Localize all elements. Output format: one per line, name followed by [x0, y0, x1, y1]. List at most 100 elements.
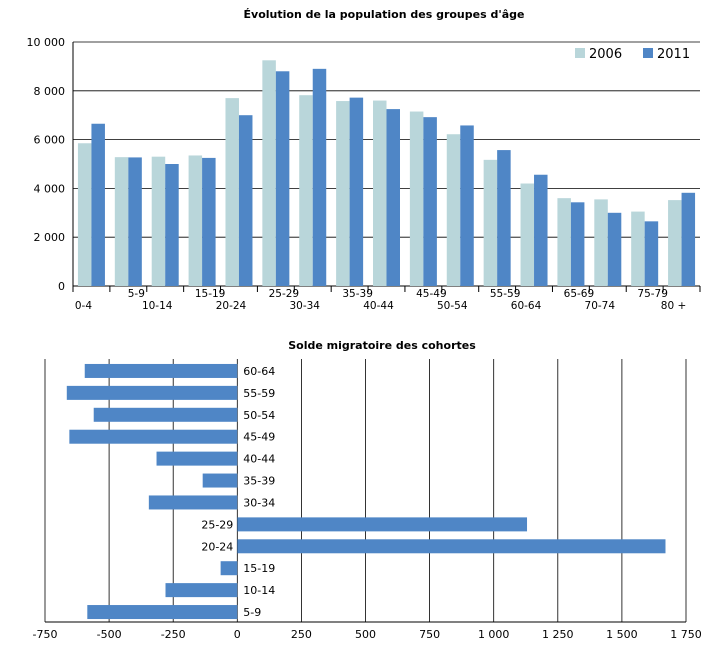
- y-category-label: 45-49: [243, 431, 275, 444]
- bar-2006-55-59: [483, 159, 498, 286]
- x-tick-label: 1 750: [670, 628, 702, 641]
- x-category-label: 35-39: [342, 288, 373, 300]
- bar-60-64: [84, 363, 238, 378]
- x-tick-label: 250: [291, 628, 312, 641]
- bar-2011-40-44: [386, 109, 400, 286]
- bar-2011-50-54: [460, 125, 474, 286]
- y-category-label: 55-59: [243, 387, 275, 400]
- legend-swatch-2011: [643, 48, 653, 58]
- bar-2011-80 +: [681, 192, 696, 286]
- bar-2006-75-79: [631, 211, 645, 286]
- bar-2011-45-49: [423, 117, 437, 286]
- x-tick-label: 1 500: [606, 628, 638, 641]
- y-tick-label: 0: [58, 280, 65, 293]
- y-category-label: 5-9: [243, 606, 261, 619]
- bar-2006-20-24: [225, 98, 239, 287]
- bar-50-54: [93, 407, 238, 422]
- x-tick-label: 1 250: [542, 628, 574, 641]
- x-tick-label: 500: [355, 628, 376, 641]
- chart-2-plot: -750 -500 -250 0 250 500 750 1 000 1 250 1 500 1 7…: [33, 359, 702, 641]
- bar-30-34: [148, 495, 238, 510]
- x-category-label: 0-4: [75, 300, 92, 312]
- bar-55-59: [66, 385, 238, 400]
- y-category-label: 15-19: [243, 562, 275, 575]
- x-category-label: 15-19: [195, 288, 226, 300]
- bar-2006-60-64: [520, 183, 535, 286]
- bar-2011-10-14: [165, 164, 179, 286]
- bar-2006-65-69: [557, 198, 571, 286]
- bar-2011-0-4: [91, 123, 105, 287]
- x-category-label: 30-34: [289, 300, 320, 312]
- x-category-label: 55-59: [490, 288, 521, 300]
- x-category-label: 20-24: [216, 300, 247, 312]
- y-category-label: 60-64: [243, 365, 275, 378]
- bar-2011-70-74: [607, 212, 622, 286]
- y-category-label: 30-34: [243, 496, 275, 509]
- bar-10-14: [165, 583, 238, 598]
- legend-label-2006: 2006: [589, 47, 622, 62]
- bar-2006-35-39: [336, 101, 350, 286]
- chart-1-plot: 0 2 000 4 000 6 000 8 000 10 000 0-4 5-910-14 15…: [27, 36, 701, 312]
- x-tick-label: -250: [161, 628, 186, 641]
- x-category-label: 50-54: [437, 300, 468, 312]
- bar-40-44: [156, 451, 238, 466]
- bar-2006-80 +: [668, 200, 682, 286]
- bar-2006-10-14: [151, 156, 166, 286]
- x-category-label: 80 +: [661, 300, 687, 312]
- x-category-label: 10-14: [142, 300, 173, 312]
- bar-2006-45-49: [409, 111, 424, 286]
- bar-2006-70-74: [594, 199, 608, 286]
- bar-2006-25-29: [262, 60, 276, 286]
- bar-2006-0-4: [77, 143, 92, 286]
- y-tick-label: 4 000: [34, 182, 66, 195]
- x-category-label: 45-49: [416, 288, 447, 300]
- x-tick-label: 0: [234, 628, 241, 641]
- x-category-label: 25-29: [269, 288, 300, 300]
- y-tick-label: 10 000: [27, 36, 66, 49]
- y-category-label: 20-24: [201, 540, 233, 553]
- x-category-label: 70-74: [585, 300, 616, 312]
- bar-2006-5-9: [114, 157, 129, 286]
- y-category-label: 50-54: [243, 409, 275, 422]
- y-category-label: 40-44: [243, 453, 275, 466]
- bar-35-39: [202, 473, 238, 488]
- y-category-label: 35-39: [243, 475, 275, 488]
- x-tick-label: -750: [33, 628, 58, 641]
- x-category-label: 5-9: [128, 288, 145, 300]
- x-category-label: 40-44: [363, 300, 394, 312]
- bar-45-49: [69, 429, 238, 444]
- bar-2011-60-64: [534, 174, 548, 286]
- bar-15-19: [220, 561, 238, 576]
- y-category-label: 25-29: [201, 518, 233, 531]
- x-tick-label: -500: [97, 628, 122, 641]
- x-category-label: 60-64: [511, 300, 542, 312]
- bar-2011-75-79: [644, 221, 659, 286]
- x-category-label: 75-79: [637, 288, 668, 300]
- bar-2011-55-59: [497, 150, 511, 286]
- bar-2006-40-44: [373, 100, 387, 286]
- x-tick-label: 1 000: [478, 628, 510, 641]
- legend-swatch-2006: [575, 48, 585, 58]
- legend-label-2011: 2011: [657, 47, 690, 62]
- y-tick-label: 8 000: [34, 85, 66, 98]
- y-tick-label: 2 000: [34, 231, 66, 244]
- bar-25-29: [237, 517, 528, 532]
- bar-2011-20-24: [238, 115, 253, 286]
- x-category-label: 65-69: [564, 288, 595, 300]
- bar-20-24: [237, 539, 666, 554]
- bar-5-9: [87, 605, 238, 620]
- bar-2011-30-34: [312, 68, 327, 286]
- bar-2011-5-9: [128, 157, 142, 286]
- bar-2006-15-19: [188, 155, 203, 286]
- bar-2006-30-34: [299, 95, 313, 286]
- y-tick-label: 6 000: [34, 134, 66, 147]
- bar-2011-15-19: [202, 157, 216, 286]
- bar-2011-35-39: [349, 97, 364, 286]
- chart-1-title: Évolution de la population des groupes d…: [244, 8, 525, 21]
- bar-2011-65-69: [570, 202, 585, 286]
- y-category-label: 10-14: [243, 584, 275, 597]
- bar-2011-25-29: [275, 71, 290, 286]
- chart-2-title: Solde migratoire des cohortes: [288, 339, 476, 352]
- bar-2006-50-54: [446, 134, 461, 286]
